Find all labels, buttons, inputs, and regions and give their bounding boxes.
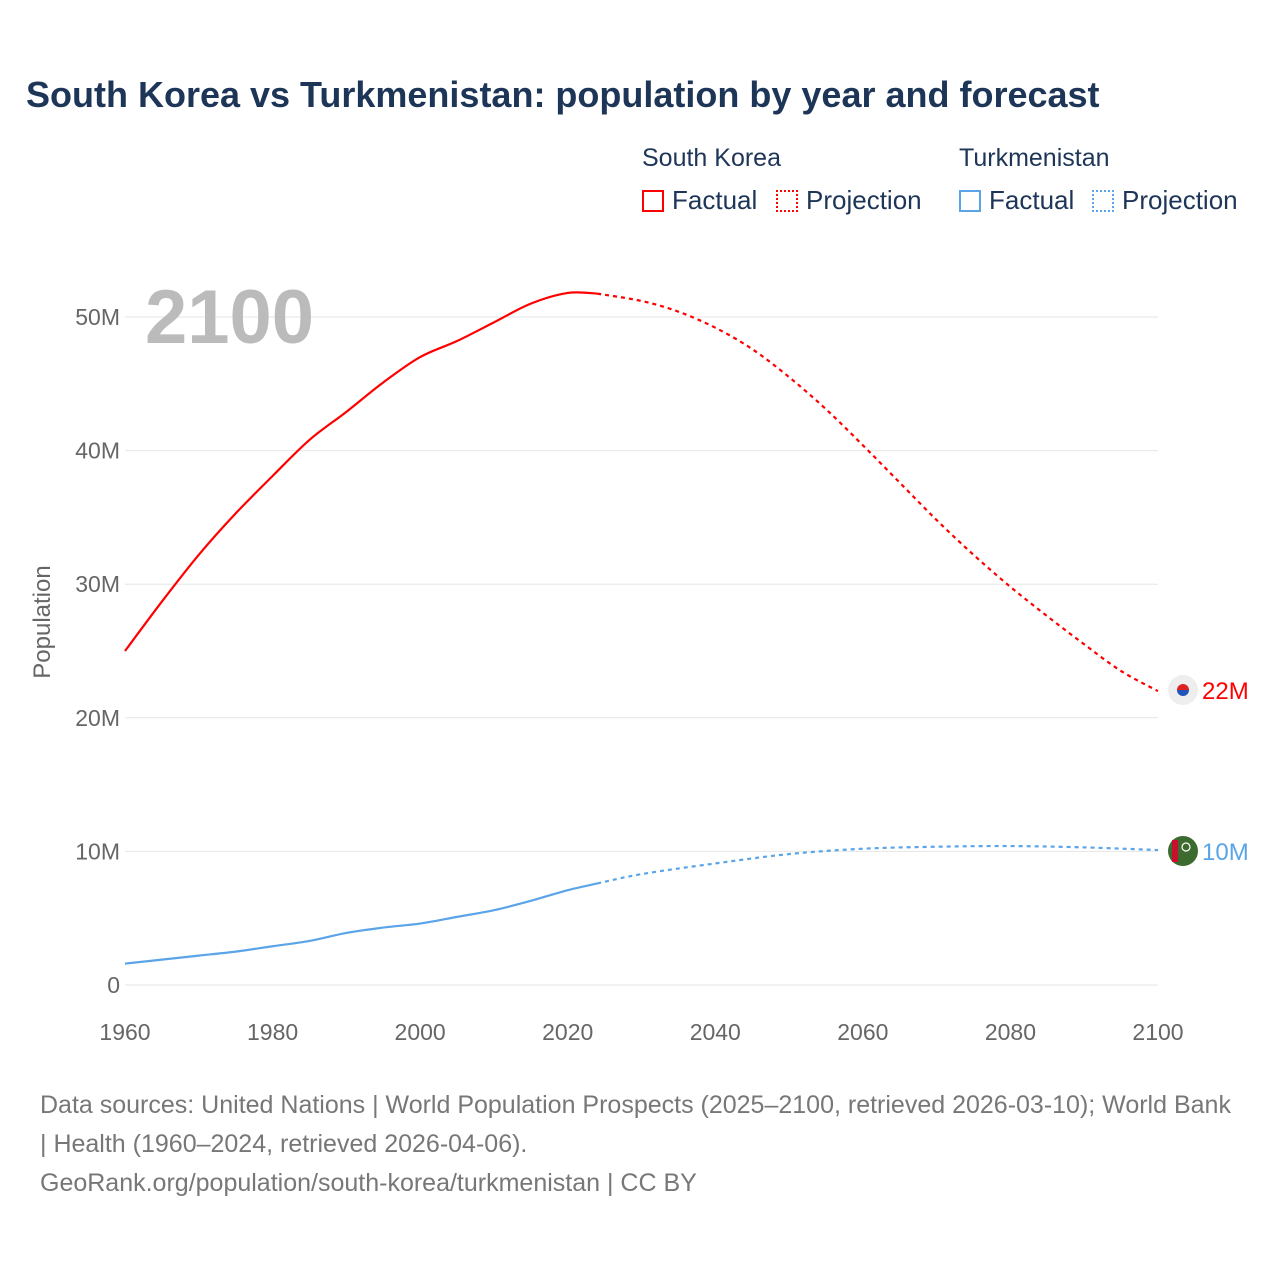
- x-tick-label: 2100: [1132, 1019, 1183, 1045]
- year-label: 2100: [145, 275, 314, 360]
- legend-label: Projection: [806, 185, 922, 215]
- y-tick-label: 40M: [75, 438, 120, 464]
- legend-swatch: [959, 189, 981, 212]
- source-link[interactable]: GeoRank.org/population/south-korea/turkm…: [40, 1169, 697, 1197]
- footer: Data sources: United Nations | World Pop…: [40, 1086, 1240, 1203]
- data-sources: Data sources: United Nations | World Pop…: [40, 1091, 1231, 1158]
- chart-title: South Korea vs Turkmenistan: population …: [26, 74, 1100, 115]
- x-tick-label: 2080: [985, 1019, 1036, 1045]
- legend-label: Projection: [1122, 185, 1238, 215]
- y-tick-label: 0: [107, 972, 120, 998]
- y-axis-label: Population: [29, 565, 56, 678]
- x-tick-label: 2040: [690, 1019, 741, 1045]
- legend-group-turkmenistan: Turkmenistan: [959, 144, 1110, 172]
- legend-sk-factual[interactable]: Factual: [642, 185, 757, 216]
- flag-part: [1181, 842, 1191, 852]
- south-korea-projection-line: [597, 292, 1159, 693]
- flag-part: [1177, 684, 1189, 690]
- south-korea-end-label: 22M: [1202, 678, 1249, 705]
- legend-tm-projection[interactable]: Projection: [1092, 185, 1238, 216]
- turkmenistan-projection-line: [597, 844, 1159, 885]
- x-tick-label: 2060: [837, 1019, 888, 1045]
- south-korea-factual-line: [124, 291, 598, 652]
- legend-sk-projection[interactable]: Projection: [776, 185, 922, 216]
- plot-area: 0 10M 20M 30M 40M 50M 1960 1980 2000 2020 2040 2060…: [29, 275, 1249, 1045]
- turkmenistan-end-label: 10M: [1202, 839, 1249, 866]
- legend-group-south-korea: South Korea: [642, 144, 781, 172]
- legend-label: Factual: [672, 185, 758, 215]
- legend-swatch: [776, 189, 798, 212]
- x-tick-label: 1960: [99, 1019, 150, 1045]
- flag-part: [1177, 690, 1189, 696]
- y-tick-label: 30M: [75, 571, 120, 597]
- y-tick-label: 50M: [75, 304, 120, 330]
- legend-swatch: [1092, 189, 1114, 212]
- x-tick-label: 2020: [542, 1019, 593, 1045]
- flag-part: [1172, 840, 1178, 862]
- y-tick-label: 10M: [75, 838, 120, 864]
- legend-tm-factual[interactable]: Factual: [959, 185, 1074, 216]
- y-tick-label: 20M: [75, 705, 120, 731]
- x-tick-label: 2000: [395, 1019, 446, 1045]
- legend-label: Factual: [989, 185, 1075, 215]
- legend-swatch: [642, 189, 664, 212]
- x-tick-label: 1980: [247, 1019, 298, 1045]
- turkmenistan-factual-line: [124, 882, 598, 965]
